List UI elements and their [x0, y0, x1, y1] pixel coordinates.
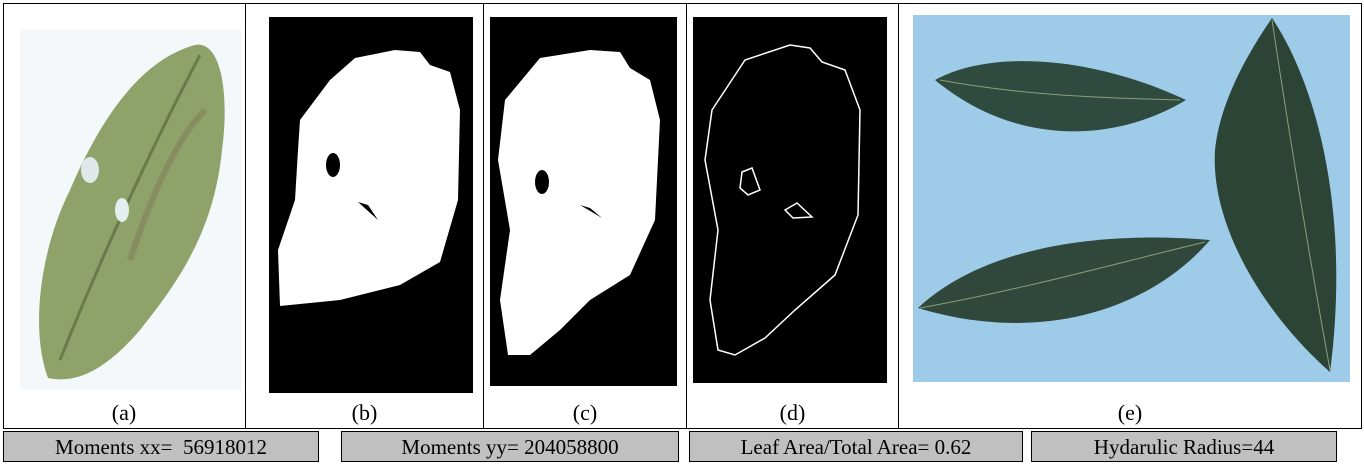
panel-caption: (d) [687, 398, 898, 428]
measurement: Leaf Area/Total Area= 0.62 [689, 431, 1023, 462]
panel-caption: (b) [246, 398, 483, 428]
measurement: Hydarulic Radius=44 [1031, 431, 1337, 462]
filled-image [490, 17, 677, 386]
edge-image [693, 17, 887, 383]
measurement: Moments xx= 56918012 [3, 431, 319, 462]
panel-caption: (c) [484, 398, 686, 428]
panel-caption: (a) [3, 398, 245, 428]
measurement: Moments yy= 204058800 [341, 431, 679, 462]
panel-caption: (e) [899, 398, 1361, 428]
leaves-photo [913, 15, 1350, 382]
leaf-photo [20, 30, 242, 390]
binary-image [269, 17, 473, 393]
figure-graphics [0, 0, 1364, 467]
figure: (a) (b) (c) (d) (e) Moments xx= 56918012… [0, 0, 1364, 467]
